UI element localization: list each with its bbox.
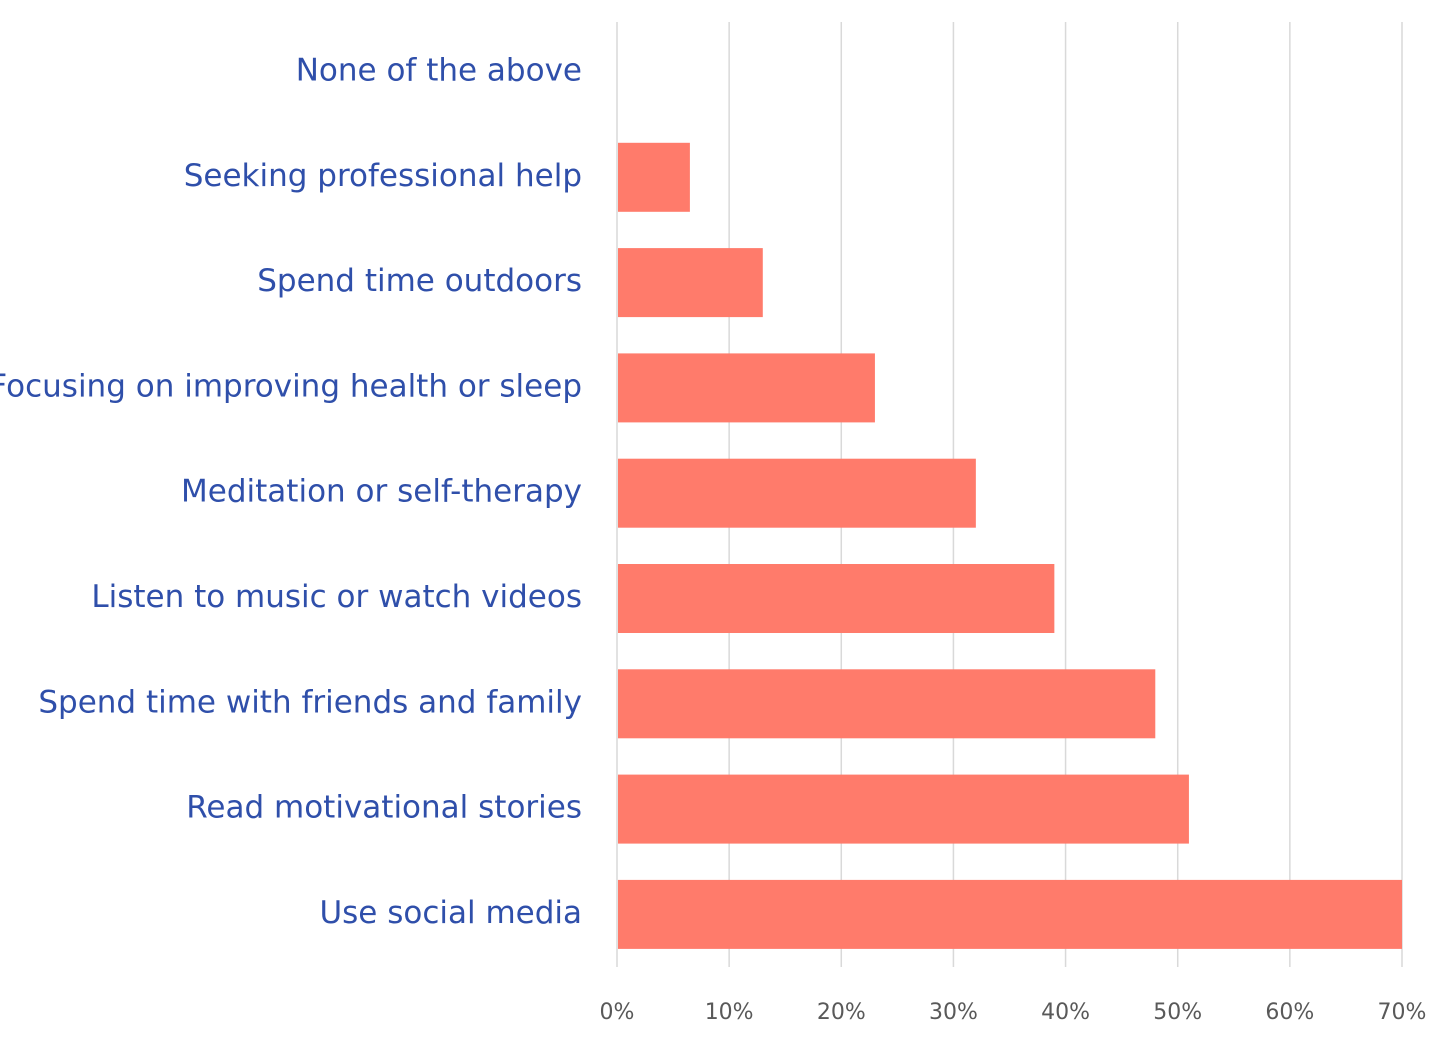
category-label-5: Listen to music or watch videos: [91, 579, 582, 615]
x-tick-label-3: 30%: [929, 1000, 978, 1025]
x-tick-label-4: 40%: [1041, 1000, 1090, 1025]
category-label-0: None of the above: [296, 53, 582, 89]
bar-1: [618, 142, 690, 212]
x-tick-label-5: 50%: [1153, 1000, 1202, 1025]
bar-7: [618, 774, 1189, 844]
x-tick-label-7: 70%: [1378, 1000, 1427, 1025]
x-tick-label-2: 20%: [817, 1000, 866, 1025]
category-label-2: Spend time outdoors: [257, 263, 582, 299]
category-label-8: Use social media: [319, 895, 582, 931]
category-label-1: Seeking professional help: [184, 158, 582, 194]
category-label-4: Meditation or self-therapy: [181, 474, 582, 510]
x-tick-label-6: 60%: [1265, 1000, 1314, 1025]
category-labels: None of the above Seeking professional he…: [0, 53, 582, 931]
bar-2: [618, 248, 763, 318]
x-tick-label-1: 10%: [705, 1000, 754, 1025]
category-label-7: Read motivational stories: [186, 790, 582, 826]
bar-5: [618, 564, 1055, 633]
category-label-6: Spend time with friends and family: [38, 684, 582, 720]
bar-8: [618, 879, 1402, 949]
bar-4: [618, 458, 976, 528]
bars: [618, 142, 1402, 949]
x-tick-label-0: 0%: [600, 1000, 635, 1025]
x-axis-tick-labels: 0% 10% 20% 30% 40% 50% 60% 70%: [600, 1000, 1427, 1025]
bar-6: [618, 669, 1156, 739]
bar-3: [618, 353, 875, 423]
category-label-3: Focusing on improving health or sleep: [0, 368, 582, 404]
